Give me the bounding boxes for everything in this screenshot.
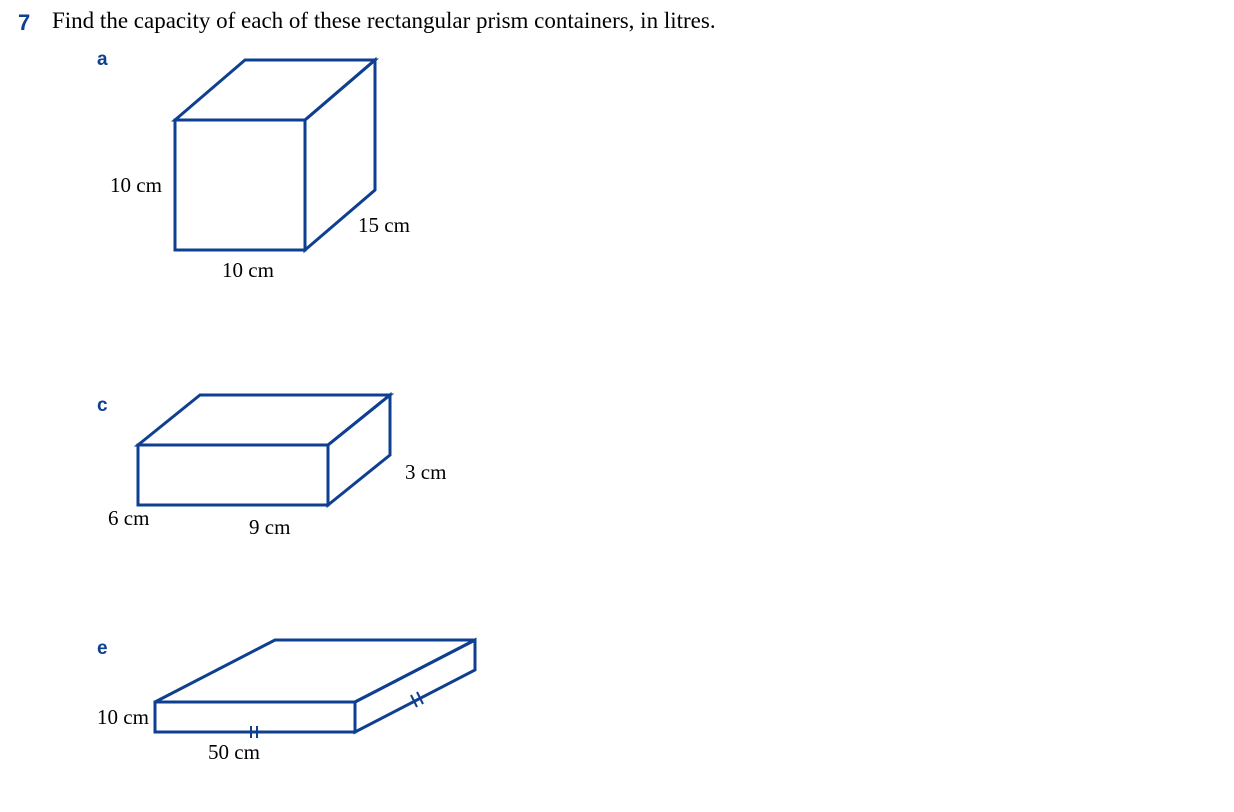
prism-a-height-label: 10 cm [110,173,162,198]
prism-e-height-label: 10 cm [97,705,149,730]
prism-e-width-label: 50 cm [208,740,260,765]
page: { "question": { "number": "7", "text": "… [0,0,1234,812]
prism-e-top-face [155,640,475,702]
prism-c-width-label: 9 cm [249,515,290,540]
part-e-label: e [97,638,108,660]
question-text: Find the capacity of each of these recta… [52,8,716,34]
prism-e-front-face [155,702,355,732]
prism-c-depth-label: 6 cm [108,506,149,531]
prism-a-width-label: 10 cm [222,258,274,283]
prism-c-front-face [138,445,328,505]
prism-c-right-face [328,395,390,505]
prism-a-front-face [175,120,305,250]
prism-c-height-label: 3 cm [405,460,446,485]
prism-a-depth-label: 15 cm [358,213,410,238]
prism-e [155,640,535,790]
part-c-label: c [97,395,108,417]
prism-c-top-face [138,395,390,445]
question-number: 7 [18,10,30,36]
prism-e-right-face [355,640,475,732]
part-a-label: a [97,49,108,71]
prism-a [175,60,415,310]
prism-a-top-face [175,60,375,120]
